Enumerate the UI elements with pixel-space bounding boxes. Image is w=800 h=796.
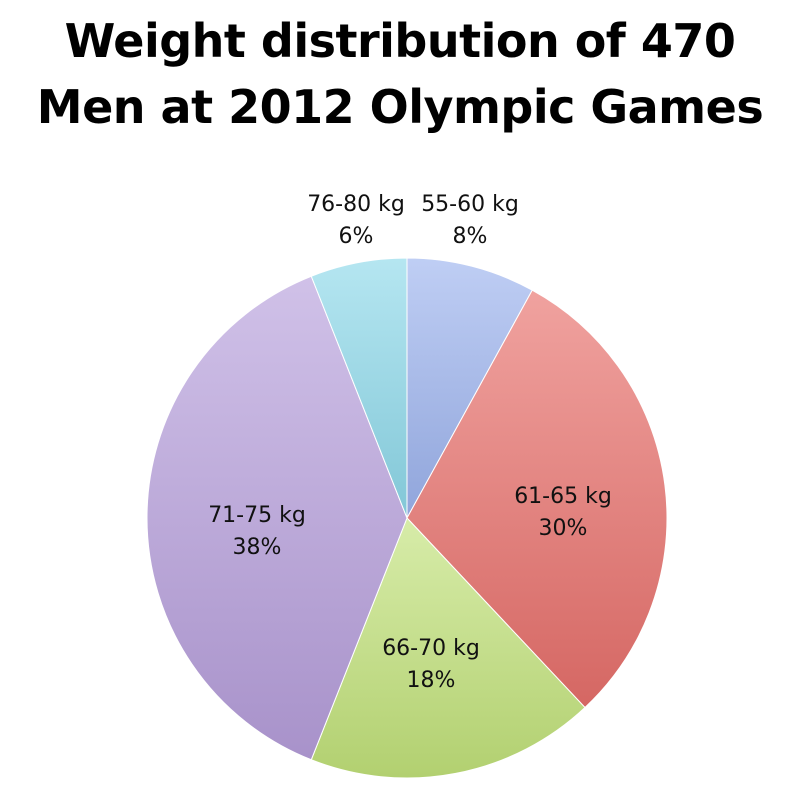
slice-label-61-65-kg: 61-65 kg	[514, 484, 612, 509]
slice-label-76-80-kg: 76-80 kg	[307, 192, 405, 217]
slice-label-55-60-kg: 55-60 kg	[421, 192, 519, 217]
chart-title-line-2: Men at 2012 Olympic Games	[36, 80, 764, 134]
slice-percent-71-75-kg: 38%	[233, 535, 282, 560]
slice-percent-66-70-kg: 18%	[407, 668, 456, 693]
pie-slice-66-70-kg	[310, 517, 586, 779]
slice-label-66-70-kg: 66-70 kg	[382, 636, 480, 661]
chart-title-line-1: Weight distribution of 470	[64, 14, 736, 68]
pie-slice-76-80-kg	[310, 257, 408, 519]
chart-title: Weight distribution of 470 Men at 2012 O…	[0, 8, 800, 140]
slice-percent-76-80-kg: 6%	[339, 224, 374, 249]
pie-slice-55-60-kg	[406, 257, 533, 519]
slice-percent-61-65-kg: 30%	[539, 516, 588, 541]
slice-percent-55-60-kg: 8%	[453, 224, 488, 249]
pie-slice-71-75-kg	[146, 275, 408, 761]
slice-label-71-75-kg: 71-75 kg	[208, 503, 306, 528]
pie-slice-61-65-kg	[406, 289, 668, 709]
